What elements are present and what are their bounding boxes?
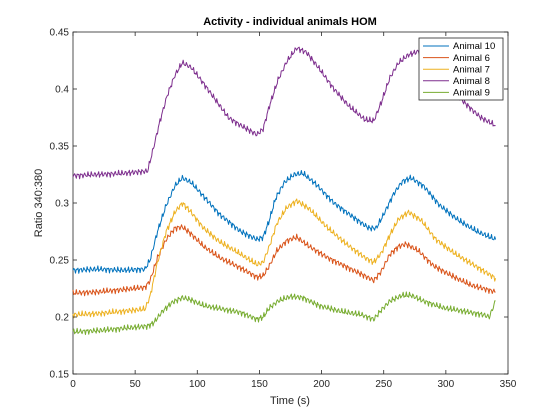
chart-title: Activity - individual animals HOM — [203, 16, 377, 28]
x-tick-label: 300 — [438, 379, 455, 390]
x-tick-label: 200 — [313, 379, 330, 390]
series-line-animal-7 — [72, 198, 497, 319]
legend-entry: Animal 7 — [453, 64, 490, 75]
x-axis-label: Time (s) — [270, 395, 310, 407]
series-line-animal-9 — [72, 291, 496, 336]
y-tick-label: 0.3 — [55, 199, 69, 210]
y-tick-label: 0.15 — [50, 370, 70, 381]
y-tick-label: 0.4 — [55, 85, 69, 96]
y-tick-label: 0.35 — [50, 142, 70, 153]
legend-entry: Animal 10 — [453, 41, 495, 52]
x-tick-label: 150 — [251, 379, 268, 390]
x-tick-label: 350 — [500, 379, 517, 390]
x-tick-label: 50 — [130, 379, 142, 390]
series-line-animal-6 — [72, 224, 496, 297]
x-tick-label: 250 — [375, 379, 392, 390]
axis-ticks: 0 50 100 150 200 250 300 350 0.15 0.2 0.25 0.3 0.35 0… — [50, 28, 517, 391]
y-tick-label: 0.2 — [55, 313, 69, 324]
y-axis-label: Ratio 340:380 — [33, 169, 45, 238]
series-line-animal-10 — [72, 170, 497, 274]
y-tick-label: 0.25 — [50, 256, 70, 267]
x-tick-label: 0 — [70, 379, 76, 390]
x-tick-label: 100 — [189, 379, 206, 390]
y-tick-label: 0.45 — [50, 28, 70, 39]
legend-entry: Animal 8 — [453, 76, 490, 87]
legend-entry: Animal 9 — [453, 88, 490, 99]
legend-entry: Animal 6 — [453, 53, 490, 64]
